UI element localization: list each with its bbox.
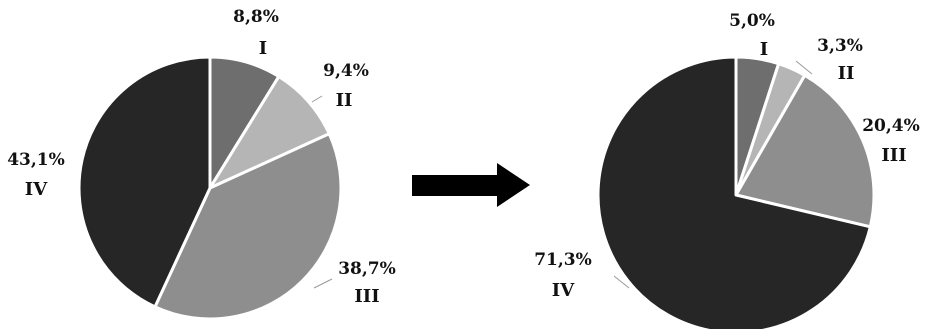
pie-chart-right: 5,0% I 3,3% II 20,4% III 71,3% IV [534,11,920,329]
leader-line [795,60,813,75]
slice-percent-label: 8,8% [233,7,279,27]
slice-percent-label: 38,7% [338,259,396,279]
pie-slice-iv [77,55,212,309]
slice-percent-label: 43,1% [7,150,65,170]
slice-category-label: IV [552,280,575,301]
slice-percent-label: 3,3% [817,36,863,56]
slice-category-label: II [336,90,353,111]
slice-percent-label: 9,4% [323,61,369,81]
slice-percent-label: 5,0% [729,11,775,31]
pie-slice-iii [153,132,343,321]
pie-slice-iii [734,73,876,229]
pie-chart-left: 8,8% I 9,4% II 38,7% III 43,1% IV [7,7,396,321]
leader-line [311,95,323,103]
slice-category-label: I [259,38,267,59]
leader-line [313,278,333,289]
leader-line [613,275,630,289]
pie-slice-iv [596,55,872,329]
slice-category-label: IV [25,179,48,200]
slice-category-label: III [354,286,379,307]
right-arrow-icon [412,163,530,207]
slice-percent-label: 20,4% [862,116,920,136]
slice-percent-label: 71,3% [534,250,592,270]
slice-category-label: III [881,145,906,166]
slice-category-label: I [760,39,768,60]
slice-category-label: II [838,63,855,84]
